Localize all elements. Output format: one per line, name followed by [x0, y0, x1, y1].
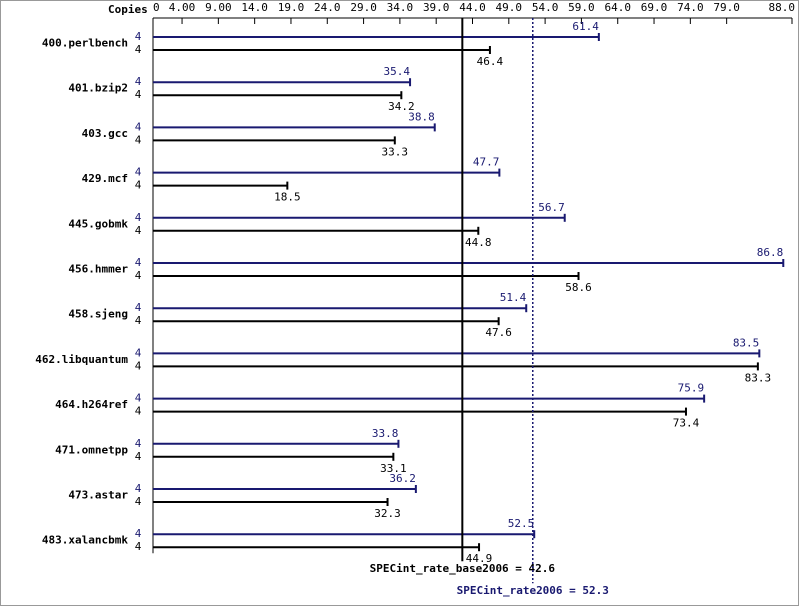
- reference-label: SPECint_rate_base2006 = 42.6: [370, 562, 556, 575]
- copies-label: 4: [135, 75, 142, 88]
- x-tick-label: 34.0: [387, 1, 414, 14]
- value-label: 86.8: [757, 246, 784, 259]
- copies-header: Copies: [108, 3, 148, 16]
- x-tick-label: 0: [153, 1, 160, 14]
- value-label: 47.7: [473, 156, 500, 169]
- value-label: 56.7: [538, 201, 565, 214]
- value-label: 46.4: [477, 55, 504, 68]
- category-label: 462.libquantum: [35, 353, 128, 366]
- reference-label: SPECint_rate2006 = 52.3: [457, 584, 609, 597]
- copies-label: 4: [135, 88, 142, 101]
- copies-label: 4: [135, 437, 142, 450]
- x-tick-label: 4.00: [169, 1, 196, 14]
- x-tick-label: 59.0: [568, 1, 595, 14]
- category-label: 458.sjeng: [68, 308, 128, 321]
- category-label: 471.omnetpp: [55, 443, 128, 456]
- category-label: 401.bzip2: [68, 82, 128, 95]
- value-label: 52.5: [508, 517, 535, 530]
- x-tick-label: 19.0: [278, 1, 305, 14]
- value-label: 33.3: [382, 145, 409, 158]
- value-label: 35.4: [384, 65, 411, 78]
- x-tick-label: 9.00: [205, 1, 232, 14]
- category-label: 483.xalancbmk: [42, 534, 128, 547]
- value-label: 44.8: [465, 236, 492, 249]
- x-tick-label: 14.0: [241, 1, 268, 14]
- value-label: 33.8: [372, 427, 399, 440]
- copies-label: 4: [135, 224, 142, 237]
- copies-label: 4: [135, 346, 142, 359]
- copies-label: 4: [135, 314, 142, 327]
- copies-label: 4: [135, 495, 142, 508]
- category-label: 464.h264ref: [55, 398, 128, 411]
- category-label: 429.mcf: [82, 172, 128, 185]
- value-label: 47.6: [485, 326, 512, 339]
- category-label: 400.perlbench: [42, 37, 128, 50]
- value-label: 36.2: [389, 472, 416, 485]
- x-tick-label: 29.0: [350, 1, 377, 14]
- copies-label: 4: [135, 179, 142, 192]
- copies-label: 4: [135, 133, 142, 146]
- value-label: 38.8: [408, 110, 435, 123]
- category-label: 456.hmmer: [68, 263, 128, 276]
- copies-label: 4: [135, 482, 142, 495]
- value-label: 34.2: [388, 100, 415, 113]
- value-label: 83.5: [733, 336, 760, 349]
- value-label: 58.6: [565, 281, 592, 294]
- copies-label: 4: [135, 211, 142, 224]
- value-label: 44.9: [466, 552, 493, 565]
- x-tick-label: 24.0: [314, 1, 341, 14]
- x-tick-label: 69.0: [641, 1, 668, 14]
- x-tick-label: 54.0: [532, 1, 559, 14]
- x-tick-label: 64.0: [604, 1, 631, 14]
- category-label: 403.gcc: [82, 127, 128, 140]
- copies-label: 4: [135, 120, 142, 133]
- category-label: 473.astar: [68, 489, 128, 502]
- value-label: 51.4: [500, 291, 527, 304]
- x-tick-label: 79.0: [713, 1, 740, 14]
- value-label: 33.1: [380, 462, 407, 475]
- x-tick-label: 74.0: [677, 1, 704, 14]
- value-label: 73.4: [673, 417, 700, 430]
- copies-label: 4: [135, 166, 142, 179]
- copies-label: 4: [135, 527, 142, 540]
- value-label: 75.9: [678, 382, 705, 395]
- copies-label: 4: [135, 540, 142, 553]
- copies-label: 4: [135, 30, 142, 43]
- copies-label: 4: [135, 256, 142, 269]
- x-tick-label: 44.0: [459, 1, 486, 14]
- x-tick-label: 39.0: [423, 1, 450, 14]
- copies-label: 4: [135, 405, 142, 418]
- x-tick-label: 88.0: [769, 1, 796, 14]
- x-tick-label: 49.0: [496, 1, 523, 14]
- value-label: 61.4: [572, 20, 599, 33]
- value-label: 83.3: [745, 371, 772, 384]
- copies-label: 4: [135, 269, 142, 282]
- copies-label: 4: [135, 359, 142, 372]
- value-label: 18.5: [274, 191, 301, 204]
- copies-label: 4: [135, 43, 142, 56]
- category-label: 445.gobmk: [68, 217, 128, 230]
- value-label: 32.3: [374, 507, 401, 520]
- copies-label: 4: [135, 450, 142, 463]
- copies-label: 4: [135, 392, 142, 405]
- copies-label: 4: [135, 301, 142, 314]
